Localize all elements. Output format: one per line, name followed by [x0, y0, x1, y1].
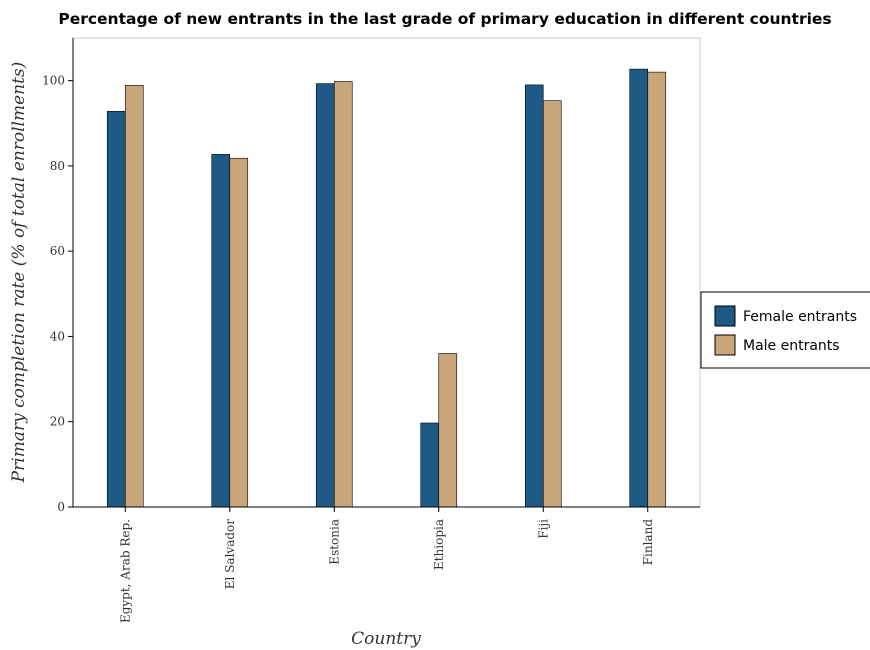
y-tick-label: 100 — [42, 74, 65, 88]
x-tick-label: Fiji — [536, 519, 550, 539]
y-tick-label: 40 — [50, 329, 65, 343]
bar-male — [124, 85, 144, 508]
y-axis-label: Primary completion rate (% of total enro… — [9, 62, 29, 484]
bar-female — [315, 83, 335, 508]
legend-box — [700, 291, 870, 369]
bar-female — [524, 84, 544, 508]
y-tick-label: 0 — [57, 500, 65, 514]
legend-swatch-male — [714, 334, 736, 356]
x-tick-label: Egypt, Arab Rep. — [118, 519, 132, 623]
x-axis-label: Country — [351, 629, 421, 649]
legend-label-male: Male entrants — [743, 338, 840, 354]
x-tick-label: El Salvador — [223, 519, 237, 589]
x-tick-label: Estonia — [327, 519, 341, 565]
bars — [106, 68, 667, 508]
y-axis-ticks: 0 20 40 60 80 100 — [42, 74, 73, 514]
x-tick-label: Finland — [641, 519, 655, 566]
y-tick-label: 80 — [50, 159, 65, 173]
bar-female — [420, 422, 440, 508]
x-axis-ticks: Egypt, Arab Rep. El Salvador Estonia Ethiop… — [118, 507, 655, 623]
x-tick-label: Ethiopia — [432, 519, 446, 570]
bar-male — [542, 100, 562, 508]
legend: Female entrants Male entrants — [700, 291, 870, 369]
bar-female — [629, 68, 649, 508]
bar-male — [647, 71, 667, 508]
bar-male — [333, 81, 353, 508]
chart-title: Percentage of new entrants in the last g… — [58, 10, 831, 28]
bar-female — [106, 111, 126, 508]
legend-label-female: Female entrants — [743, 309, 857, 325]
y-tick-label: 20 — [50, 415, 65, 429]
plot-area-frame — [72, 37, 701, 508]
bar-female — [211, 154, 231, 508]
bar-male — [438, 353, 458, 508]
bar-male — [229, 157, 249, 508]
legend-swatch-female — [714, 305, 736, 327]
y-tick-label: 60 — [50, 244, 65, 258]
